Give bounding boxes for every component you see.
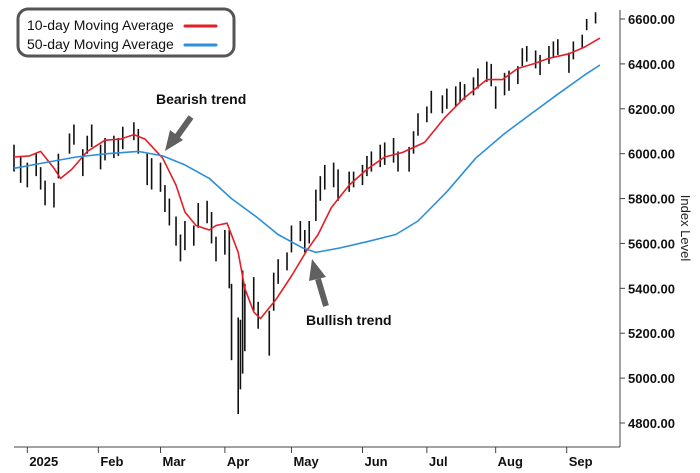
y-tick-label: 4800.00: [628, 416, 675, 431]
x-tick-label: Jun: [364, 454, 387, 469]
annotation-bearish-label: Bearish trend: [156, 91, 246, 107]
x-tick-label: Jul: [429, 454, 448, 469]
y-tick-label: 6200.00: [628, 102, 675, 117]
y-tick-label: 5200.00: [628, 326, 675, 341]
series-line-10-day-ma: [13, 37, 601, 320]
annotation-bearish-trend: Bearish trend: [156, 91, 246, 151]
y-tick-label: 5600.00: [628, 236, 675, 251]
series-line-50-day-ma: [13, 64, 601, 254]
x-tick-label: Aug: [498, 454, 523, 469]
y-axis-title: Index Level: [678, 195, 693, 262]
annotation-bullish-label: Bullish trend: [306, 312, 392, 328]
x-tick-label: Mar: [163, 454, 186, 469]
y-tick-label: 6600.00: [628, 12, 675, 27]
x-tick-label: May: [293, 454, 319, 469]
chart-axes: 2025 Feb Mar Apr May Jun Jul Aug Sep 4800.00 5000.…: [14, 10, 693, 469]
annotation-bullish-trend: Bullish trend: [306, 259, 392, 328]
x-tick-label: Feb: [100, 454, 123, 469]
y-tick-label: 6000.00: [628, 147, 675, 162]
y-tick-label: 5000.00: [628, 371, 675, 386]
y-tick-label: 6400.00: [628, 57, 675, 72]
y-tick-label: 5800.00: [628, 192, 675, 207]
x-tick-label: 2025: [29, 454, 58, 469]
legend-label-ma10: 10-day Moving Average: [27, 17, 174, 33]
x-tick-label: Sep: [569, 454, 593, 469]
annotation-bearish-arrow-head: [165, 130, 183, 151]
annotation-bullish-arrow-shaft: [315, 278, 329, 307]
y-tick-label: 5400.00: [628, 281, 675, 296]
legend: 10-day Moving Average 50-day Moving Aver…: [16, 7, 236, 58]
legend-box: [16, 7, 236, 58]
price-bars: [13, 12, 597, 415]
moving-average-lines: [13, 37, 601, 320]
legend-label-ma50: 50-day Moving Average: [27, 36, 174, 52]
x-tick-label: Apr: [227, 454, 249, 469]
annotation-bullish-arrow-head: [309, 259, 326, 281]
annotation-bearish-arrow-shaft: [173, 115, 194, 140]
